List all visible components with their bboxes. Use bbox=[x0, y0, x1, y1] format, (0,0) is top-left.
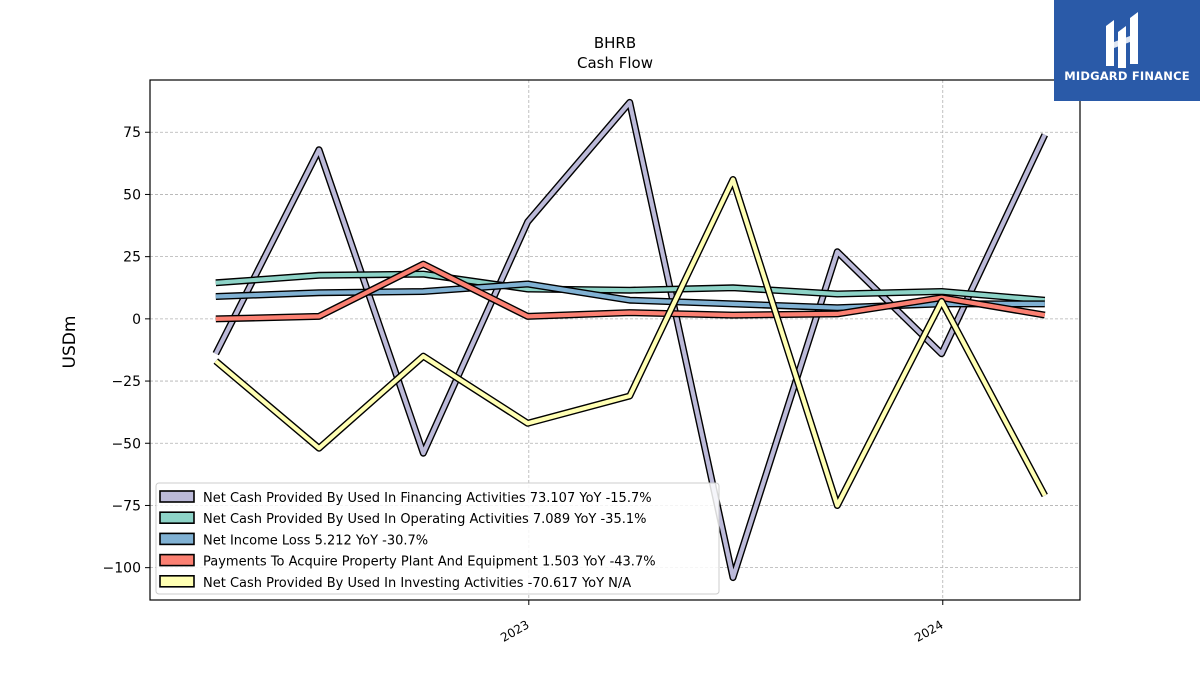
legend-swatch bbox=[159, 574, 195, 588]
legend-swatch bbox=[159, 532, 195, 546]
y-tick-label: 25 bbox=[123, 250, 141, 266]
x-axis-ticks: 2023 2024 bbox=[498, 600, 946, 645]
y-tick-label: 0 bbox=[132, 312, 141, 328]
y-tick-label: 50 bbox=[123, 187, 141, 203]
x-tick-label: 2024 bbox=[912, 617, 945, 644]
series-outline bbox=[215, 270, 1046, 304]
y-axis-ticks: 75 50 25 0 −25 −50 −75 −100 bbox=[103, 125, 150, 577]
legend-swatch bbox=[159, 490, 195, 503]
series-net-cash-provided-by-used-in-financing-activities bbox=[212, 98, 1048, 582]
series-net-cash-provided-by-used-in-investing-activities bbox=[213, 176, 1048, 509]
y-tick-label: −75 bbox=[111, 498, 141, 514]
series-line bbox=[214, 177, 1047, 508]
chart-subtitle: Cash Flow bbox=[577, 54, 653, 72]
legend-entry: Net Cash Provided By Used In Financing A… bbox=[203, 491, 652, 506]
y-tick-label: −25 bbox=[111, 374, 141, 390]
legend-entry: Net Income Loss 5.212 YoY -30.7% bbox=[203, 533, 428, 548]
plot-frame bbox=[149, 79, 1081, 601]
legend-swatch bbox=[159, 511, 195, 525]
series-net-cash-provided-by-used-in-operating-activities bbox=[215, 270, 1046, 304]
legend-entry: Payments To Acquire Property Plant And E… bbox=[203, 555, 656, 570]
y-tick-label: −100 bbox=[103, 561, 141, 577]
series-lines bbox=[212, 98, 1048, 582]
legend: Net Cash Provided By Used In Financing A… bbox=[155, 482, 720, 595]
brand-name: MIDGARD FINANCE bbox=[1064, 69, 1190, 83]
midgard-logo-icon bbox=[1106, 12, 1138, 68]
midgard-finance-logo: MIDGARD FINANCE bbox=[1054, 0, 1200, 101]
chart-title: BHRB bbox=[594, 34, 636, 52]
legend-swatch bbox=[159, 553, 195, 567]
legend-entry: Net Cash Provided By Used In Operating A… bbox=[203, 512, 646, 527]
y-tick-label: −50 bbox=[111, 436, 141, 452]
x-tick-label: 2023 bbox=[498, 617, 531, 644]
y-axis-label: USDm bbox=[60, 316, 80, 369]
legend-entry: Net Cash Provided By Used In Investing A… bbox=[203, 576, 631, 591]
legend-box bbox=[155, 482, 720, 595]
series-payments-to-acquire-property-plant-and-equipment bbox=[215, 260, 1046, 323]
y-tick-label: 75 bbox=[123, 125, 141, 141]
